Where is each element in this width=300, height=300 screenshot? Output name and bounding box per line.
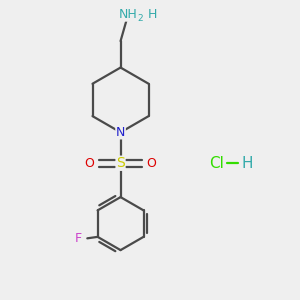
Text: O: O [146, 157, 156, 170]
Text: S: S [116, 156, 125, 170]
Text: O: O [85, 157, 94, 170]
Text: Cl: Cl [209, 156, 224, 171]
Text: 2: 2 [137, 14, 143, 23]
Text: F: F [75, 232, 82, 245]
Text: NH: NH [118, 8, 137, 21]
Text: N: N [116, 126, 125, 139]
Text: H: H [242, 156, 254, 171]
Text: H: H [147, 8, 157, 21]
